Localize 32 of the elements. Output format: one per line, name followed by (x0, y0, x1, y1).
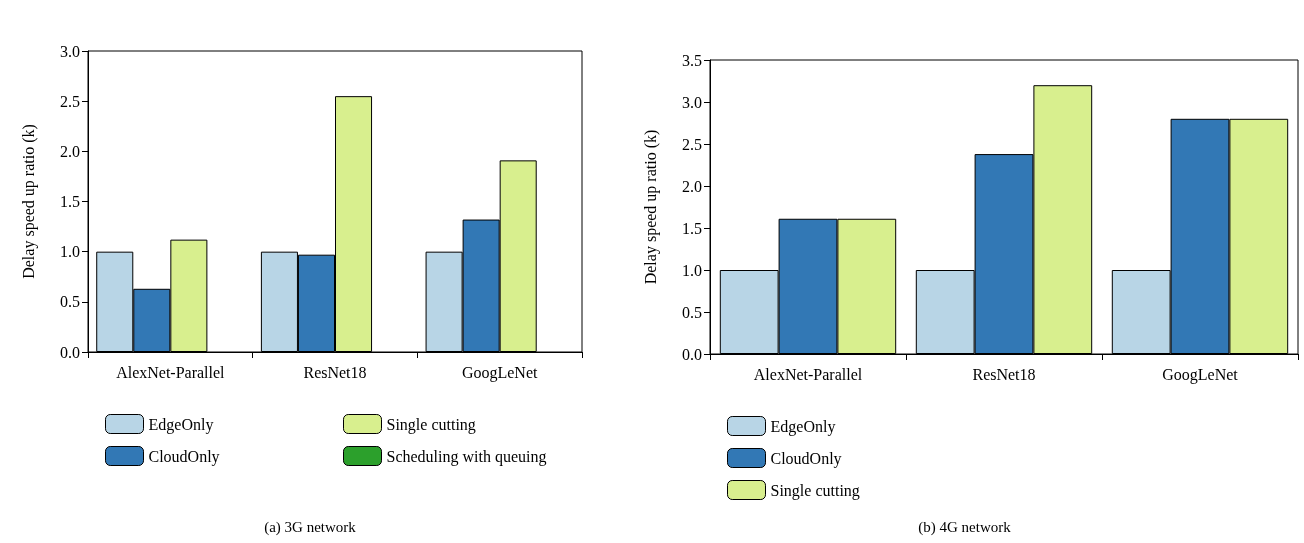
y-tick-label: 3.0 (682, 93, 702, 111)
y-tick-label: 2.0 (60, 142, 80, 160)
y-axis-title: Delay speed up ratio (k) (19, 124, 38, 279)
legend-label: Single cutting (770, 481, 860, 500)
x-tick-label: AlexNet-Parallel (116, 363, 226, 381)
x-tick-label: ResNet18 (972, 365, 1036, 383)
y-tick-label: 0.0 (60, 343, 80, 361)
y-axis-title: Delay speed up ratio (k) (641, 129, 660, 285)
y-tick-label: 3.5 (682, 51, 702, 69)
legend-label: EdgeOnly (770, 417, 836, 436)
x-tick-label: GoogLeNet (1162, 365, 1239, 384)
legend-label: Single cutting (386, 415, 476, 434)
y-tick-label: 3.0 (60, 42, 80, 60)
legend-label: Scheduling with queuing (386, 447, 547, 466)
y-tick-label: 2.5 (60, 92, 80, 110)
x-tick-label: GoogLeNet (461, 363, 538, 382)
x-tick-label: AlexNet-Parallel (753, 365, 863, 383)
y-tick-label: 2.0 (682, 177, 702, 195)
legend-label: CloudOnly (770, 449, 842, 468)
y-tick-label: 2.5 (682, 135, 702, 153)
legend-label: EdgeOnly (148, 415, 214, 434)
x-tick-label: ResNet18 (303, 363, 367, 381)
y-tick-label: 0.0 (682, 345, 702, 363)
y-tick-label: 1.5 (682, 219, 702, 237)
y-tick-label: 1.5 (60, 193, 80, 210)
y-tick-label: 1.0 (60, 243, 80, 261)
y-tick-label: 0.5 (682, 303, 702, 321)
text: (a) 3G network (264, 518, 357, 536)
legend-label: CloudOnly (148, 447, 220, 466)
y-tick-label: 1.0 (682, 261, 702, 279)
text: (b) 4G network (918, 518, 1012, 536)
y-tick-label: 0.5 (60, 293, 80, 311)
